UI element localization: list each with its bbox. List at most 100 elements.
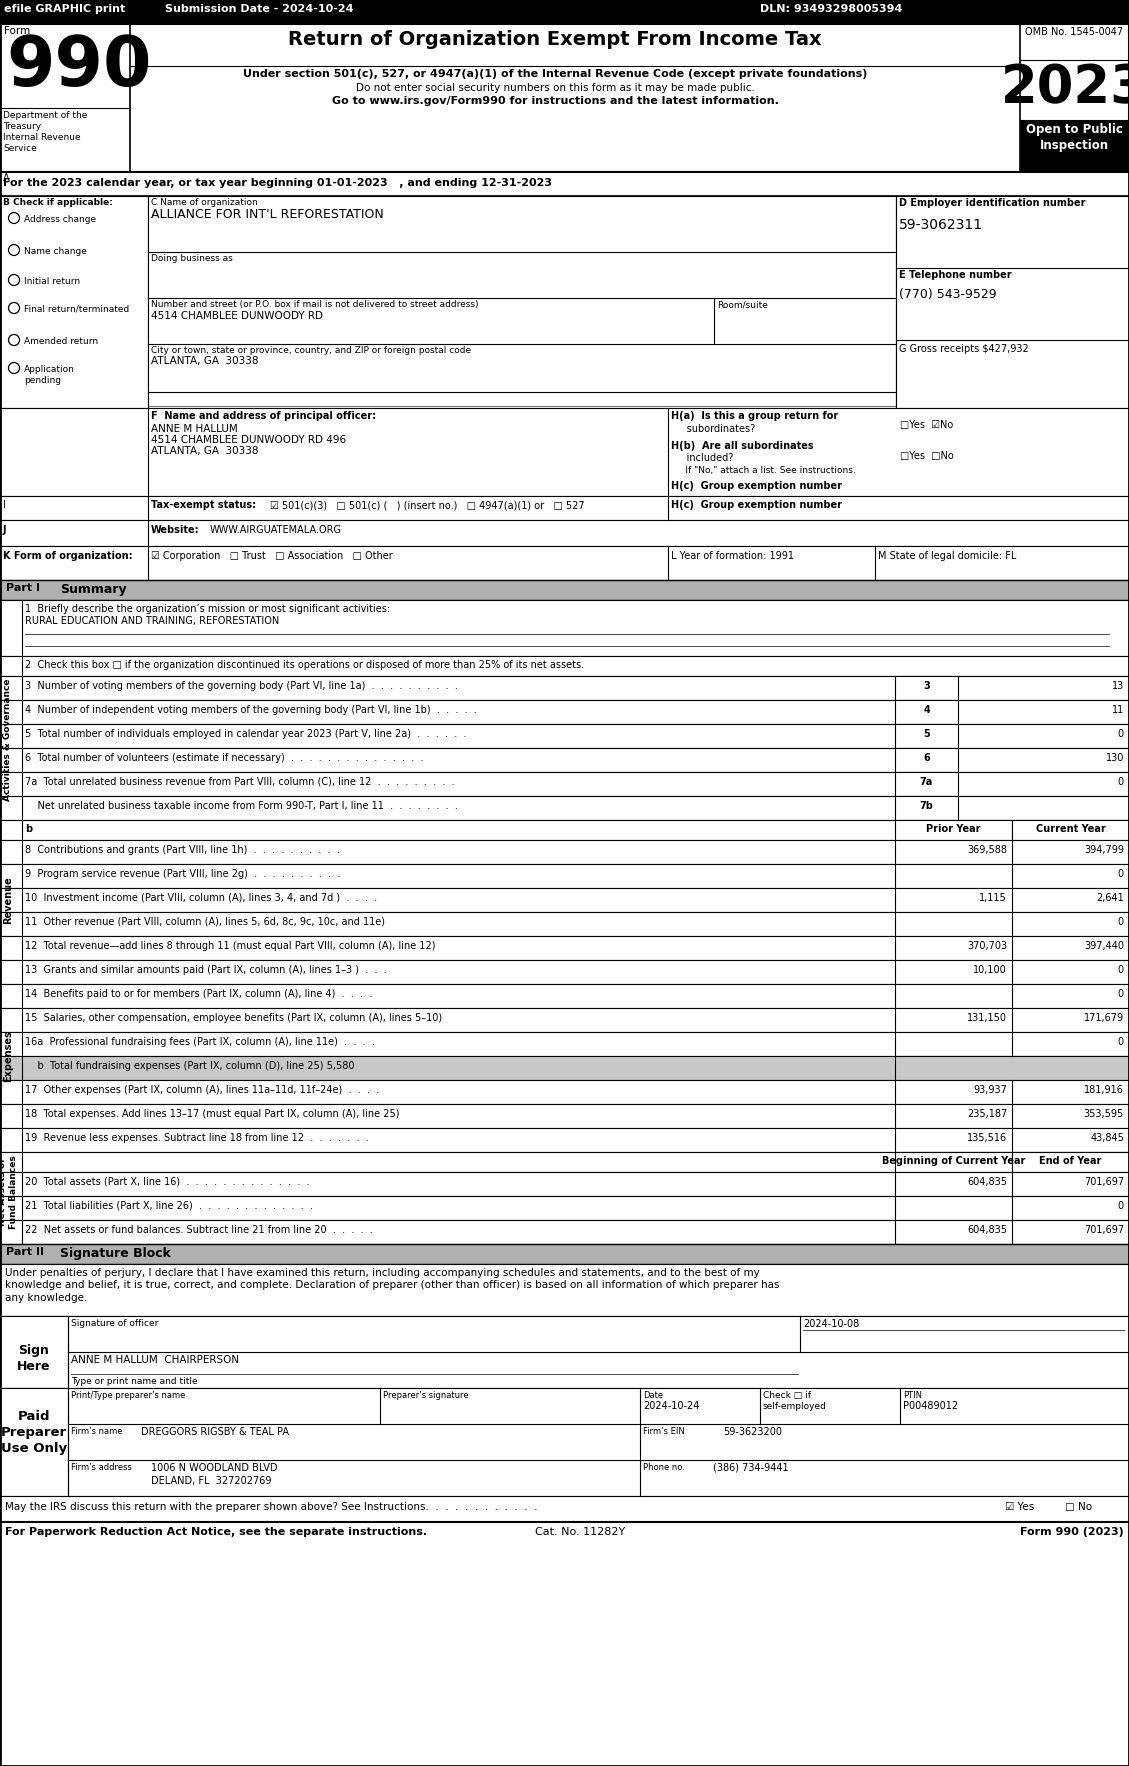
Text: Under penalties of perjury, I declare that I have examined this return, includin: Under penalties of perjury, I declare th…: [5, 1268, 779, 1303]
Text: 394,799: 394,799: [1084, 844, 1124, 855]
Text: I: I: [3, 500, 6, 510]
Text: 370,703: 370,703: [966, 941, 1007, 952]
Bar: [0, 796, 1129, 819]
Text: efile GRAPHIC print: efile GRAPHIC print: [5, 4, 125, 14]
Text: 6: 6: [924, 752, 930, 763]
Bar: [0, 408, 1129, 496]
Text: 369,588: 369,588: [968, 844, 1007, 855]
Bar: [0, 1196, 1129, 1220]
Bar: [0, 519, 1129, 546]
Text: Net unrelated business taxable income from Form 990-T, Part I, line 11  .  .  . : Net unrelated business taxable income fr…: [25, 802, 458, 811]
Text: Sign
Here: Sign Here: [17, 1344, 51, 1372]
Text: City or town, state or province, country, and ZIP or foreign postal code: City or town, state or province, country…: [151, 346, 471, 355]
Text: A: A: [3, 173, 10, 184]
Text: Name change: Name change: [24, 247, 87, 256]
Text: 130: 130: [1105, 752, 1124, 763]
Text: J: J: [3, 525, 7, 535]
Bar: [0, 772, 1129, 796]
Text: Net Assets or
Fund Balances: Net Assets or Fund Balances: [0, 1155, 18, 1229]
Text: 1006 N WOODLAND BLVD: 1006 N WOODLAND BLVD: [151, 1462, 278, 1473]
Bar: [895, 1151, 1012, 1173]
Bar: [0, 1151, 1129, 1173]
Text: □Yes  ☑No: □Yes ☑No: [900, 420, 953, 429]
Text: 14  Benefits paid to or for members (Part IX, column (A), line 4)  .  .  .  .: 14 Benefits paid to or for members (Part…: [25, 989, 373, 1000]
Bar: [0, 1031, 1129, 1056]
Bar: [0, 1081, 1129, 1104]
Text: B Check if applicable:: B Check if applicable:: [3, 198, 113, 207]
Text: ALLIANCE FOR INT'L REFORESTATION: ALLIANCE FOR INT'L REFORESTATION: [151, 208, 384, 221]
Text: 7a: 7a: [920, 777, 934, 788]
Text: 10,100: 10,100: [973, 964, 1007, 975]
Text: 4514 CHAMBLEE DUNWOODY RD 496: 4514 CHAMBLEE DUNWOODY RD 496: [151, 434, 347, 445]
Text: ANNE M HALLUM: ANNE M HALLUM: [151, 424, 238, 434]
Text: (386) 734-9441: (386) 734-9441: [714, 1462, 789, 1473]
Bar: [0, 1008, 1129, 1031]
Text: Number and street (or P.O. box if mail is not delivered to street address): Number and street (or P.O. box if mail i…: [151, 300, 479, 309]
Text: DLN: 93493298005394: DLN: 93493298005394: [760, 4, 902, 14]
Text: ANNE M HALLUM  CHAIRPERSON: ANNE M HALLUM CHAIRPERSON: [71, 1355, 239, 1365]
Text: Phone no.: Phone no.: [644, 1462, 685, 1473]
Text: 181,916: 181,916: [1084, 1084, 1124, 1095]
Text: 59-3623200: 59-3623200: [723, 1427, 782, 1438]
Bar: [0, 171, 1129, 196]
Text: b: b: [25, 825, 32, 834]
Text: Beginning of Current Year: Beginning of Current Year: [882, 1157, 1025, 1166]
Bar: [895, 676, 959, 699]
Bar: [0, 1496, 1129, 1522]
Text: Return of Organization Exempt From Income Tax: Return of Organization Exempt From Incom…: [288, 30, 822, 49]
Text: 7a  Total unrelated business revenue from Part VIII, column (C), line 12  .  .  : 7a Total unrelated business revenue from…: [25, 777, 455, 788]
Text: 604,835: 604,835: [968, 1226, 1007, 1234]
Text: Preparer’s signature: Preparer’s signature: [383, 1392, 469, 1400]
Text: 6  Total number of volunteers (estimate if necessary)  .  .  .  .  .  .  .  .  .: 6 Total number of volunteers (estimate i…: [25, 752, 423, 763]
Text: Summary: Summary: [60, 583, 126, 595]
Text: 21  Total liabilities (Part X, line 26)  .  .  .  .  .  .  .  .  .  .  .  .  .: 21 Total liabilities (Part X, line 26) .…: [25, 1201, 313, 1211]
Text: Activities & Governance: Activities & Governance: [3, 678, 12, 802]
Text: 43,845: 43,845: [1091, 1134, 1124, 1143]
Bar: [0, 749, 1129, 772]
Text: Firm’s name: Firm’s name: [71, 1427, 123, 1436]
Text: 15  Salaries, other compensation, employee benefits (Part IX, column (A), lines : 15 Salaries, other compensation, employe…: [25, 1014, 443, 1023]
Text: Address change: Address change: [24, 215, 96, 224]
Text: 5: 5: [924, 729, 930, 738]
Text: M State of legal domicile: FL: M State of legal domicile: FL: [878, 551, 1016, 562]
Text: 235,187: 235,187: [966, 1109, 1007, 1120]
Bar: [0, 496, 1129, 519]
Bar: [0, 841, 1129, 864]
Bar: [0, 1243, 1129, 1264]
Text: subordinates?: subordinates?: [671, 424, 755, 434]
Text: Final return/terminated: Final return/terminated: [24, 306, 129, 314]
Text: P00489012: P00489012: [903, 1400, 959, 1411]
Text: 0: 0: [1118, 1201, 1124, 1211]
Bar: [0, 1056, 1129, 1081]
Text: 1  Briefly describe the organization’s mission or most significant activities:: 1 Briefly describe the organization’s mi…: [25, 604, 391, 615]
Text: 7b: 7b: [919, 802, 934, 811]
Text: 3  Number of voting members of the governing body (Part VI, line 1a)  .  .  .  .: 3 Number of voting members of the govern…: [25, 682, 458, 691]
Text: Check □ if
self-employed: Check □ if self-employed: [763, 1392, 826, 1411]
Text: Submission Date - 2024-10-24: Submission Date - 2024-10-24: [165, 4, 353, 14]
Text: For Paperwork Reduction Act Notice, see the separate instructions.: For Paperwork Reduction Act Notice, see …: [5, 1528, 427, 1536]
Text: Expenses: Expenses: [3, 1030, 14, 1083]
Text: End of Year: End of Year: [1040, 1157, 1102, 1166]
Text: Firm’s address: Firm’s address: [71, 1462, 132, 1473]
Bar: [0, 936, 1129, 961]
Text: Part I: Part I: [6, 583, 40, 593]
Text: Room/suite: Room/suite: [717, 300, 768, 309]
Text: WWW.AIRGUATEMALA.ORG: WWW.AIRGUATEMALA.ORG: [210, 525, 342, 535]
Text: Amended return: Amended return: [24, 337, 98, 346]
Text: H(c)  Group exemption number: H(c) Group exemption number: [671, 500, 842, 510]
Text: included?: included?: [671, 454, 734, 463]
Text: Part II: Part II: [6, 1247, 44, 1257]
Text: ☑ Corporation   □ Trust   □ Association   □ Other: ☑ Corporation □ Trust □ Association □ Ot…: [151, 551, 393, 562]
Bar: [0, 864, 1129, 888]
Bar: [0, 984, 1129, 1008]
Bar: [0, 579, 1129, 600]
Bar: [0, 1173, 1129, 1196]
Text: Cat. No. 11282Y: Cat. No. 11282Y: [535, 1528, 625, 1536]
Text: Application
pending: Application pending: [24, 366, 75, 385]
Bar: [896, 196, 1129, 408]
Text: C Name of organization: C Name of organization: [151, 198, 257, 207]
Text: ATLANTA, GA  30338: ATLANTA, GA 30338: [151, 447, 259, 456]
Text: Department of the
Treasury
Internal Revenue
Service: Department of the Treasury Internal Reve…: [3, 111, 87, 154]
Bar: [0, 0, 1129, 25]
Text: H(b)  Are all subordinates: H(b) Are all subordinates: [671, 442, 814, 450]
